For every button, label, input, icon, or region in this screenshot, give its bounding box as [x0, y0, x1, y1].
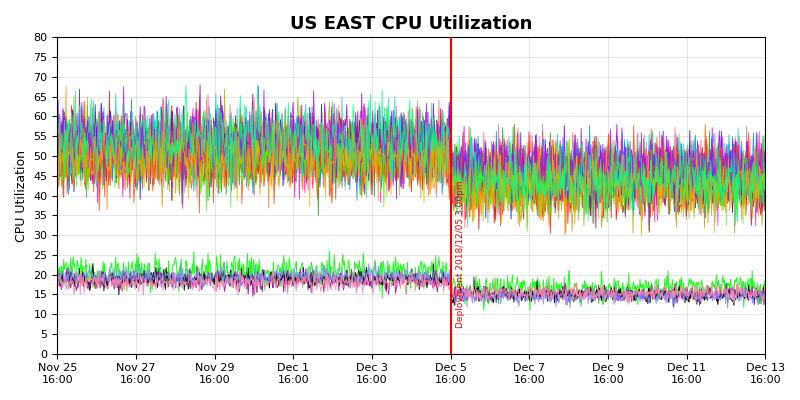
- Y-axis label: CPU Utilization: CPU Utilization: [15, 150, 28, 242]
- Title: US EAST CPU Utilization: US EAST CPU Utilization: [290, 15, 533, 33]
- Text: Deployment 2018/12/05 3:00pm: Deployment 2018/12/05 3:00pm: [457, 181, 466, 328]
